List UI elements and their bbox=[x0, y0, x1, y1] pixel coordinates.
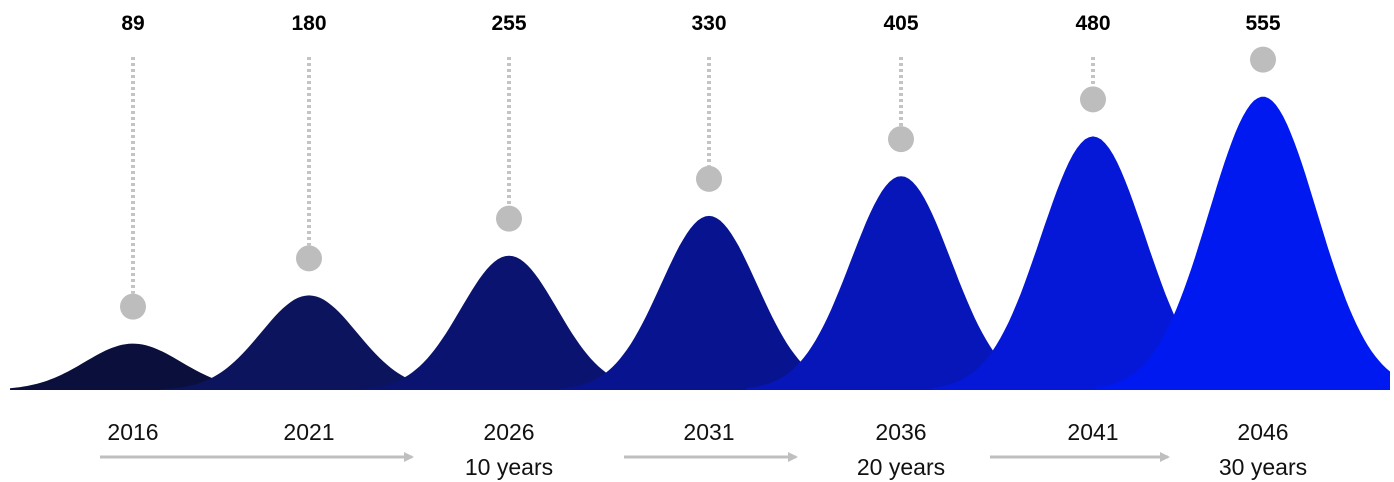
marker-2021 bbox=[296, 245, 322, 272]
year-label-2036: 2036 bbox=[875, 419, 926, 445]
span-label-2046: 30 years bbox=[1219, 454, 1307, 480]
value-label-2021: 180 bbox=[291, 12, 326, 35]
marker-2046 bbox=[1250, 46, 1276, 73]
peak-2026 bbox=[360, 255, 658, 390]
peak-2046 bbox=[1095, 96, 1390, 391]
span-label-2036: 20 years bbox=[857, 454, 945, 480]
year-label-2041: 2041 bbox=[1067, 419, 1118, 445]
year-label-2021: 2021 bbox=[283, 419, 334, 445]
marker-2041 bbox=[1080, 86, 1106, 113]
value-label-2036: 405 bbox=[883, 12, 918, 35]
value-label-2026: 255 bbox=[491, 12, 526, 35]
year-label-2016: 2016 bbox=[107, 419, 158, 445]
peak-2021 bbox=[160, 295, 458, 390]
span-label-2026: 10 years bbox=[465, 454, 553, 480]
marker-2031 bbox=[696, 165, 722, 192]
peak-2036 bbox=[746, 176, 1056, 390]
year-label-2026: 2026 bbox=[483, 419, 534, 445]
value-label-2041: 480 bbox=[1075, 12, 1110, 35]
value-label-2046: 555 bbox=[1245, 12, 1280, 35]
peak-2016 bbox=[10, 343, 282, 390]
year-label-2046: 2046 bbox=[1237, 419, 1288, 445]
peak-2031 bbox=[560, 215, 858, 390]
peaks-layer bbox=[10, 96, 1390, 391]
marker-2026 bbox=[496, 205, 522, 232]
value-label-2031: 330 bbox=[691, 12, 726, 35]
marker-2036 bbox=[888, 126, 914, 153]
year-label-2031: 2031 bbox=[683, 419, 734, 445]
leaders-layer bbox=[120, 46, 1276, 320]
value-label-2016: 89 bbox=[121, 12, 144, 35]
marker-2016 bbox=[120, 293, 146, 320]
labels-layer: 89 2016 180 2021 255 2026 330 2031 405 2036 480 204… bbox=[107, 12, 1307, 480]
